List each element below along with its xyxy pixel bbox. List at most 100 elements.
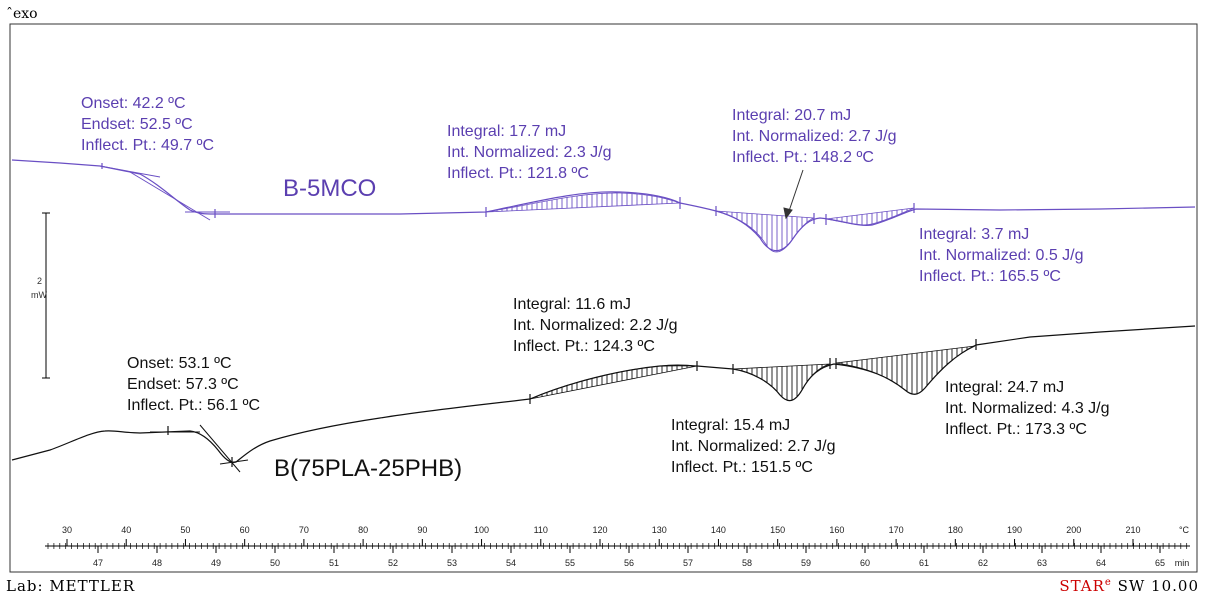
software-version: STARe SW 10.00: [1059, 577, 1199, 595]
b5mco-series-label: B-5MCO: [283, 175, 377, 202]
time-tick-label: 55: [565, 558, 575, 568]
scale-unit: mW: [31, 290, 47, 300]
temperature-tick-label: 60: [240, 525, 250, 535]
time-tick-label: 61: [919, 558, 929, 568]
blend-markers: [167, 339, 977, 467]
plot-frame: [9, 23, 1198, 573]
inflect-text: Inflect. Pt.: 124.3 ºC: [513, 338, 655, 355]
temperature-unit: °C: [1179, 525, 1190, 535]
star-brand: STAR: [1059, 577, 1105, 595]
b5mco-curve: [11, 159, 1196, 252]
star-version: SW 10.00: [1111, 577, 1199, 595]
inflect-text: Inflect. Pt.: 49.7 ºC: [81, 137, 215, 154]
b5mco-hatch-fills: [485, 192, 915, 253]
b5mco-peak3-area: [825, 207, 915, 226]
b5mco-peak1-area: [485, 192, 681, 213]
time-tick-label: 62: [978, 558, 988, 568]
exo-label: exo: [13, 6, 38, 22]
integral-text: Integral: 15.4 mJ: [671, 417, 791, 434]
temperature-tick-labels: 30 40 50 60 70 80 90 100 110 120 130 140 150 160 170 18…: [62, 525, 1190, 546]
inflect-text: Inflect. Pt.: 56.1 ºC: [127, 397, 261, 414]
temperature-tick-label: 150: [770, 525, 785, 535]
temperature-tick-label: 50: [180, 525, 190, 535]
temperature-tick-label: 140: [711, 525, 726, 535]
blend-series-label: B(75PLA-25PHB): [274, 455, 463, 482]
exo-indicator: ˆexo: [6, 6, 38, 22]
integral-text: Integral: 17.7 mJ: [447, 123, 567, 140]
normalized-text: Int. Normalized: 0.5 J/g: [919, 247, 1084, 264]
temperature-tick-label: 80: [358, 525, 368, 535]
scale-value: 2: [37, 276, 43, 286]
time-tick-label: 65: [1155, 558, 1165, 568]
temperature-tick-label: 210: [1125, 525, 1140, 535]
temperature-tick-label: 130: [652, 525, 667, 535]
time-tick-label: 60: [860, 558, 870, 568]
integral-text: Integral: 11.6 mJ: [513, 296, 631, 313]
integral-text: Integral: 20.7 mJ: [732, 107, 852, 124]
blend-peak1-area: [529, 364, 698, 400]
inflect-text: Inflect. Pt.: 121.8 ºC: [447, 165, 589, 182]
integral-text: Integral: 24.7 mJ: [945, 379, 1065, 396]
b5mco-peak2-arrow: [783, 169, 804, 220]
x-axis: 30 40 50 60 70 80 90 100 110 120 130 140 150 160 170 18…: [45, 525, 1190, 568]
time-tick-label: 52: [388, 558, 398, 568]
time-tick-label: 57: [683, 558, 693, 568]
time-tick-label: 50: [270, 558, 280, 568]
temperature-tick-label: 40: [121, 525, 131, 535]
temperature-tick-label: 180: [948, 525, 963, 535]
time-tick-label: 64: [1096, 558, 1106, 568]
temperature-tick-label: 100: [474, 525, 489, 535]
b5mco-markers: [101, 163, 915, 225]
temperature-tick-label: 70: [299, 525, 309, 535]
scale-bar: [42, 212, 50, 379]
normalized-text: Int. Normalized: 4.3 J/g: [945, 400, 1110, 417]
x-axis-minor-ticks: [47, 543, 1188, 549]
temperature-tick-label: 90: [417, 525, 427, 535]
temperature-tick-label: 160: [829, 525, 844, 535]
blend-peak1-annotation: Integral: 11.6 mJ Int. Normalized: 2.2 J…: [513, 294, 678, 357]
b5mco-tangents: [99, 165, 230, 221]
time-tick-label: 56: [624, 558, 634, 568]
inflect-text: Inflect. Pt.: 165.5 ºC: [919, 268, 1061, 285]
b5mco-peak3-annotation: Integral: 3.7 mJ Int. Normalized: 0.5 J/…: [919, 224, 1084, 287]
lab-label: Lab: METTLER: [6, 577, 136, 595]
blend-tangents: [150, 424, 249, 473]
b5mco-transition-annotation: Onset: 42.2 ºC Endset: 52.5 ºC Inflect. …: [81, 93, 214, 156]
temperature-tick-label: 110: [534, 525, 548, 535]
temperature-tick-label: 120: [592, 525, 607, 535]
b5mco-peak2-annotation: Integral: 20.7 mJ Int. Normalized: 2.7 J…: [732, 105, 897, 168]
time-tick-label: 48: [152, 558, 162, 568]
blend-peak3-annotation: Integral: 24.7 mJ Int. Normalized: 4.3 J…: [945, 377, 1110, 440]
endset-text: Endset: 52.5 ºC: [81, 116, 193, 133]
temperature-tick-label: 170: [889, 525, 904, 535]
b5mco-peak1-annotation: Integral: 17.7 mJ Int. Normalized: 2.3 J…: [447, 121, 612, 184]
onset-text: Onset: 42.2 ºC: [81, 95, 186, 112]
integral-text: Integral: 3.7 mJ: [919, 226, 1030, 243]
time-tick-label: 54: [506, 558, 516, 568]
temperature-tick-label: 30: [62, 525, 72, 535]
inflect-text: Inflect. Pt.: 148.2 ºC: [732, 149, 874, 166]
time-tick-label: 63: [1037, 558, 1047, 568]
normalized-text: Int. Normalized: 2.2 J/g: [513, 317, 678, 334]
time-tick-label: 59: [801, 558, 811, 568]
inflect-text: Inflect. Pt.: 173.3 ºC: [945, 421, 1087, 438]
time-tick-label: 47: [93, 558, 103, 568]
time-tick-labels: 47 48 49 50 51 52 53 54 55 56 57 58 59 60 61 62 63 64 65 mi…: [93, 546, 1189, 568]
normalized-text: Int. Normalized: 2.3 J/g: [447, 144, 612, 161]
endset-text: Endset: 57.3 ºC: [127, 376, 239, 393]
time-tick-label: 51: [329, 558, 339, 568]
temperature-tick-label: 200: [1066, 525, 1081, 535]
time-tick-label: 49: [211, 558, 221, 568]
time-unit: min: [1175, 558, 1190, 568]
star-superscript: e: [1104, 577, 1112, 588]
time-tick-label: 58: [742, 558, 752, 568]
b5mco-peak2-area: [715, 210, 815, 253]
temperature-tick-label: 190: [1007, 525, 1022, 535]
blend-peak2-annotation: Integral: 15.4 mJ Int. Normalized: 2.7 J…: [671, 415, 836, 478]
inflect-text: Inflect. Pt.: 151.5 ºC: [671, 459, 813, 476]
blend-transition-annotation: Onset: 53.1 ºC Endset: 57.3 ºC Inflect. …: [127, 353, 260, 416]
blend-curve: [11, 325, 1196, 463]
normalized-text: Int. Normalized: 2.7 J/g: [732, 128, 897, 145]
time-tick-label: 53: [447, 558, 457, 568]
